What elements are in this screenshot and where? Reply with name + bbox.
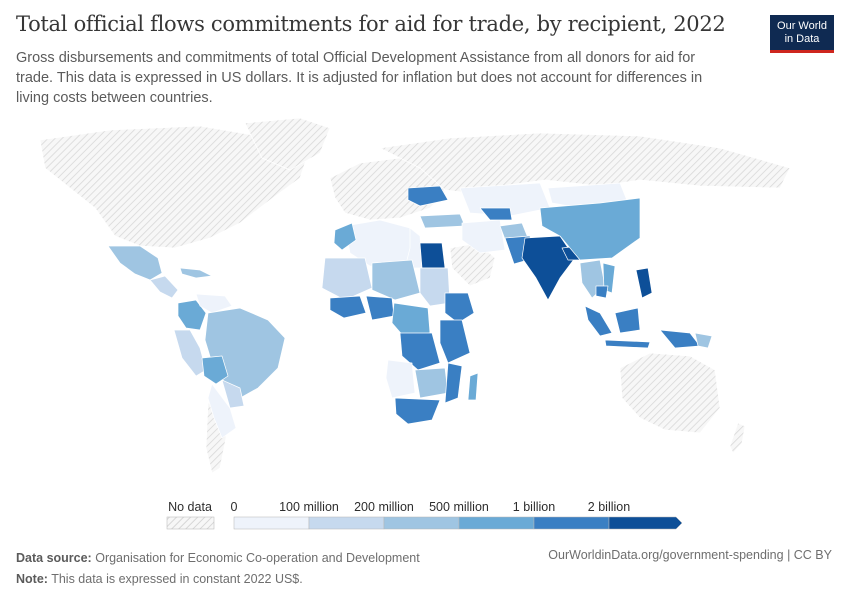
region-caribbean[interactable] xyxy=(179,267,213,279)
region-papua[interactable] xyxy=(659,329,701,349)
legend-tick-5: 2 billion xyxy=(588,500,630,514)
region-south-africa[interactable] xyxy=(394,397,441,425)
data-source-line: Data source: Organisation for Economic C… xyxy=(16,548,420,569)
region-north-america[interactable] xyxy=(39,125,311,249)
region-colombia[interactable] xyxy=(177,299,207,331)
chart-subtitle: Gross disbursements and commitments of t… xyxy=(16,50,703,106)
legend-bin-5 xyxy=(608,516,683,530)
region-brazil[interactable] xyxy=(204,307,286,399)
map-legend: No data 0 100 million 200 million 500 mi… xyxy=(166,500,683,530)
region-venezuela[interactable] xyxy=(195,293,233,314)
region-india[interactable] xyxy=(521,235,576,301)
note-label: Note: xyxy=(16,572,48,586)
region-mozambique[interactable] xyxy=(444,362,463,404)
region-cambodia[interactable] xyxy=(595,285,609,299)
legend-no-data-label: No data xyxy=(168,500,212,514)
owid-logo[interactable]: Our World in Data xyxy=(770,15,834,53)
region-nigeria[interactable] xyxy=(365,295,395,321)
data-source-label: Data source: xyxy=(16,551,92,565)
note-line: Note: This data is expressed in constant… xyxy=(16,569,420,590)
logo-line-1: Our World xyxy=(777,20,827,32)
region-china[interactable] xyxy=(539,197,641,261)
region-zambia-zimbabwe[interactable] xyxy=(414,367,449,399)
region-angola[interactable] xyxy=(385,359,416,399)
region-australia[interactable] xyxy=(619,352,721,434)
legend-tick-0: 0 xyxy=(231,500,238,514)
region-uzbekistan[interactable] xyxy=(479,207,513,221)
region-morocco[interactable] xyxy=(333,222,357,251)
region-central-america[interactable] xyxy=(149,275,179,299)
region-drc[interactable] xyxy=(399,332,441,371)
region-kenya-tanzania[interactable] xyxy=(439,319,471,364)
legend-bin-0 xyxy=(233,516,310,530)
legend-bin-3 xyxy=(458,516,535,530)
legend-tick-1: 100 million xyxy=(279,500,339,514)
region-niger-chad[interactable] xyxy=(371,259,421,301)
data-source-link[interactable]: Organisation for Economic Co-operation a… xyxy=(95,551,420,565)
legend-bin-2 xyxy=(383,516,460,530)
world-map[interactable] xyxy=(0,108,850,488)
region-ethiopia[interactable] xyxy=(444,292,475,324)
region-iraq-iran[interactable] xyxy=(461,219,506,254)
logo-line-2: in Data xyxy=(784,33,820,45)
legend-tick-2: 200 million xyxy=(354,500,414,514)
region-new-zealand[interactable] xyxy=(729,422,746,454)
legend-tick-3: 500 million xyxy=(429,500,489,514)
region-mauritania-mali[interactable] xyxy=(321,257,373,301)
region-ecuador-peru[interactable] xyxy=(173,329,207,377)
region-sumatra[interactable] xyxy=(584,305,613,337)
region-philippines[interactable] xyxy=(635,267,653,299)
legend-bin-4 xyxy=(533,516,610,530)
region-argentina[interactable] xyxy=(207,383,237,439)
region-png[interactable] xyxy=(694,332,713,349)
note-text: This data is expressed in constant 2022 … xyxy=(51,572,303,586)
footer-sources: Data source: Organisation for Economic C… xyxy=(16,548,420,590)
region-turkey[interactable] xyxy=(419,213,466,229)
region-vietnam[interactable] xyxy=(602,262,616,294)
region-ukraine[interactable] xyxy=(407,185,449,207)
region-sudan[interactable] xyxy=(419,267,451,307)
region-greenland[interactable] xyxy=(244,117,331,171)
region-mexico[interactable] xyxy=(107,245,163,281)
region-madagascar[interactable] xyxy=(467,372,479,401)
legend-tick-4: 1 billion xyxy=(513,500,555,514)
region-russia[interactable] xyxy=(379,132,791,194)
region-egypt[interactable] xyxy=(419,242,446,269)
region-borneo[interactable] xyxy=(614,307,641,334)
legend-no-data-swatch xyxy=(166,516,215,530)
footer-url[interactable]: OurWorldinData.org/government-spending |… xyxy=(548,548,832,562)
chart-title: Total official flows commitments for aid… xyxy=(16,12,726,36)
region-west-africa-coast[interactable] xyxy=(329,295,367,319)
region-paraguay-uruguay[interactable] xyxy=(221,379,245,409)
region-java[interactable] xyxy=(604,339,651,349)
legend-bin-1 xyxy=(308,516,385,530)
